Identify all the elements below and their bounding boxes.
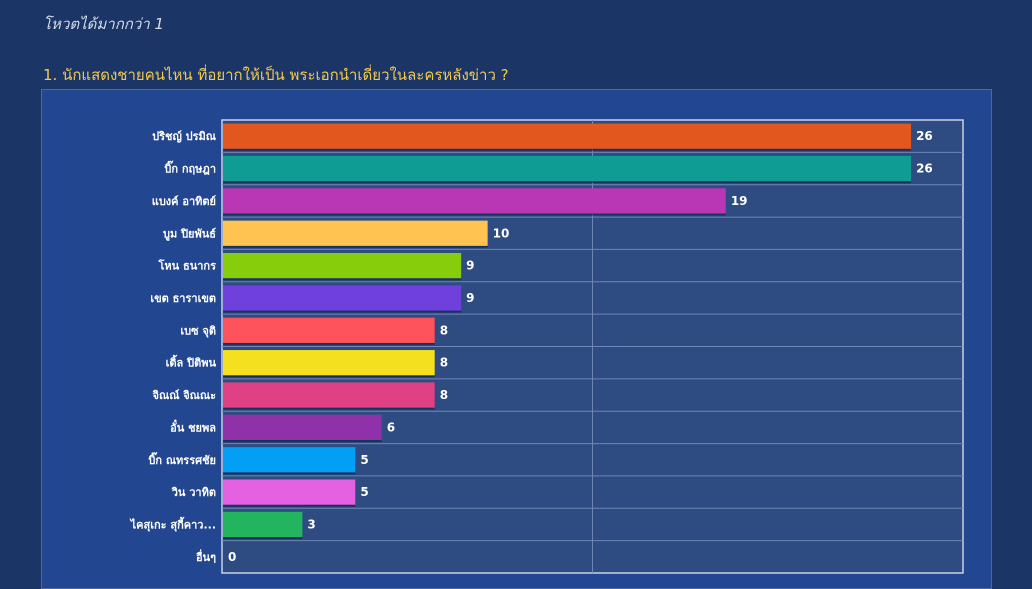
category-label: บิ๊ก ณทรรศชัย [148, 452, 216, 467]
bar-chart: 26 ปริชญ์ ปรมิณ 26 บิ๊ก กฤษฎา 19 แบงค์ อาทิตย… [129, 119, 964, 574]
chart-panel: 26 ปริชญ์ ปรมิณ 26 บิ๊ก กฤษฎา 19 แบงค์ อาทิตย… [41, 89, 992, 589]
bar [223, 317, 435, 343]
category-label: ปริชญ์ ปรมิณ [152, 130, 217, 143]
bar [223, 382, 435, 408]
category-label: โหน ธนากร [158, 259, 217, 273]
bar [223, 155, 912, 182]
bar [223, 479, 356, 505]
category-label: ไคสุเกะ สุกี้คาว... [129, 516, 216, 532]
bar [223, 123, 912, 149]
bar [223, 220, 488, 246]
data-label: 0 [228, 550, 236, 564]
category-label: บิ๊ก กฤษฎา [164, 161, 216, 176]
category-label: จิณณ์ จิณณะ [152, 389, 216, 402]
vote-note: โหวตได้มากกว่า 1 [43, 15, 165, 33]
data-label: 3 [307, 517, 315, 531]
data-label: 19 [731, 194, 748, 208]
bar [223, 414, 382, 441]
data-label: 6 [387, 420, 395, 434]
category-label: เขต ธาราเขต [150, 292, 216, 305]
question-title: 1. นักแสดงชายคนไหน ที่อยากให้เป็น พระเอก… [43, 66, 509, 84]
category-label: บูม ปิยพันธ์ [163, 227, 216, 241]
bar [223, 188, 726, 214]
data-label: 8 [440, 356, 448, 370]
data-label: 5 [360, 485, 368, 499]
data-label: 26 [916, 162, 933, 176]
data-label: 5 [360, 453, 368, 467]
bar [223, 511, 303, 538]
category-label: วิน วาทิต [171, 486, 216, 499]
bar [223, 252, 462, 279]
bar [223, 350, 435, 376]
category-label: อั๋น ชยพล [170, 419, 216, 435]
bar [223, 447, 356, 473]
category-label: เบซ จุติ [180, 324, 216, 338]
data-label: 26 [916, 129, 933, 143]
bar [223, 285, 462, 311]
category-label: เติ้ล ปิติพน [166, 355, 217, 370]
data-label: 8 [440, 388, 448, 402]
category-label: แบงค์ อาทิตย์ [152, 195, 216, 208]
data-label: 8 [440, 323, 448, 337]
data-label: 10 [493, 226, 510, 240]
data-label: 9 [466, 259, 474, 273]
data-label: 9 [466, 291, 474, 305]
category-label: อื่นๆ [196, 549, 217, 564]
